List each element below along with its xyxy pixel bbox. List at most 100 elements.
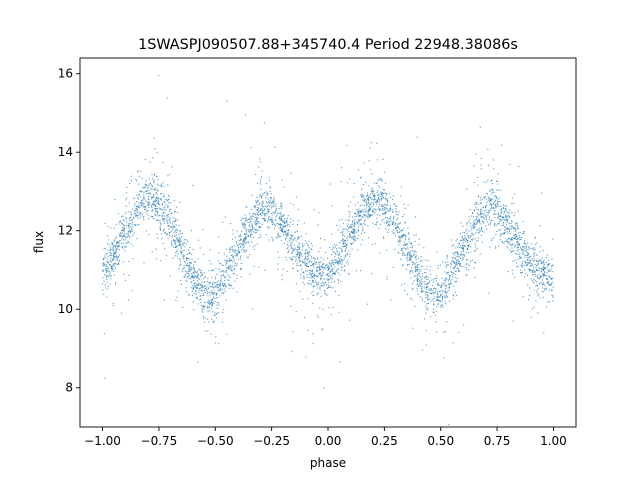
- data-point: [299, 259, 301, 261]
- data-point: [354, 212, 356, 215]
- data-point: [272, 211, 274, 213]
- data-point: [421, 284, 423, 286]
- data-point: [154, 207, 156, 210]
- data-point: [114, 264, 116, 266]
- data-point: [262, 206, 264, 208]
- data-point: [453, 266, 455, 268]
- data-point: [256, 216, 258, 218]
- data-point: [308, 250, 310, 253]
- data-point: [411, 261, 413, 263]
- data-point: [497, 201, 499, 204]
- data-point: [191, 275, 193, 277]
- data-point: [219, 281, 221, 283]
- data-point: [476, 223, 478, 225]
- data-point: [509, 209, 511, 211]
- data-point: [375, 208, 377, 210]
- data-point: [252, 215, 254, 217]
- data-point: [412, 327, 414, 329]
- data-point: [226, 255, 228, 257]
- data-point: [105, 264, 107, 266]
- data-point: [485, 198, 487, 200]
- data-point: [386, 221, 388, 223]
- data-point: [353, 222, 355, 224]
- data-point: [149, 193, 151, 195]
- data-point: [301, 235, 303, 237]
- data-point: [216, 297, 218, 299]
- data-point: [439, 290, 441, 292]
- data-point: [527, 264, 529, 266]
- data-point: [114, 245, 116, 247]
- data-point: [525, 254, 527, 256]
- data-point: [500, 208, 502, 211]
- data-point: [229, 249, 231, 251]
- data-point: [326, 263, 328, 265]
- data-point: [260, 213, 262, 215]
- data-point: [224, 291, 226, 293]
- data-point: [225, 299, 227, 301]
- data-point: [179, 233, 181, 235]
- data-point: [283, 222, 286, 224]
- data-point: [495, 206, 497, 208]
- data-point: [439, 291, 441, 293]
- data-point: [263, 193, 265, 195]
- data-point: [255, 206, 257, 208]
- data-point: [297, 264, 299, 267]
- data-point: [397, 223, 399, 225]
- data-point: [434, 292, 436, 294]
- data-point: [527, 262, 529, 264]
- data-point: [223, 253, 225, 255]
- data-point: [486, 221, 488, 223]
- data-point: [300, 265, 302, 267]
- data-point: [168, 235, 170, 237]
- data-point: [259, 161, 261, 163]
- data-point: [551, 278, 553, 280]
- data-point: [409, 271, 411, 273]
- data-point: [297, 246, 299, 248]
- data-point: [410, 269, 412, 272]
- data-point: [376, 217, 378, 219]
- data-point: [275, 206, 277, 208]
- data-point: [475, 232, 477, 234]
- data-point: [171, 227, 173, 229]
- data-point: [204, 306, 206, 308]
- data-point: [441, 301, 443, 303]
- data-point: [184, 255, 186, 257]
- data-point: [363, 200, 365, 202]
- data-point: [326, 273, 328, 275]
- data-point: [440, 286, 442, 288]
- data-point: [157, 198, 159, 200]
- data-point: [516, 247, 518, 249]
- data-point: [453, 262, 455, 264]
- data-point: [406, 252, 409, 254]
- data-point: [443, 295, 445, 297]
- data-point: [201, 310, 203, 312]
- data-point: [112, 302, 114, 304]
- data-point: [313, 209, 315, 211]
- data-point: [414, 216, 417, 218]
- data-point: [148, 215, 150, 217]
- data-point: [152, 195, 155, 197]
- data-point: [317, 266, 319, 268]
- data-point: [222, 284, 224, 286]
- data-point: [354, 230, 356, 232]
- data-point: [484, 205, 486, 207]
- data-point: [264, 269, 266, 271]
- data-point: [372, 222, 374, 224]
- data-point: [311, 284, 313, 286]
- data-point: [200, 271, 203, 273]
- data-point: [445, 288, 447, 290]
- data-point: [179, 201, 181, 203]
- data-point: [283, 234, 285, 236]
- data-point: [232, 287, 234, 289]
- data-point: [334, 266, 336, 268]
- data-point: [107, 288, 109, 290]
- data-point: [233, 251, 235, 253]
- data-point: [384, 209, 386, 211]
- data-point: [151, 198, 153, 200]
- data-point: [519, 258, 521, 260]
- data-point: [392, 209, 394, 211]
- data-point: [473, 165, 475, 167]
- data-point: [531, 269, 533, 272]
- data-point: [190, 281, 192, 284]
- data-point: [460, 254, 462, 256]
